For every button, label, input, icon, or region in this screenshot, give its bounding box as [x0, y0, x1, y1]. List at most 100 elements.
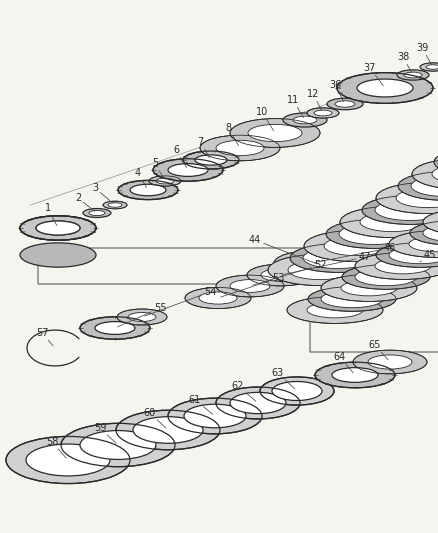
Ellipse shape	[336, 72, 432, 103]
Ellipse shape	[148, 176, 180, 186]
Text: 68: 68	[0, 532, 1, 533]
Text: 11: 11	[286, 95, 303, 118]
Ellipse shape	[230, 280, 269, 293]
Text: 12: 12	[306, 89, 321, 110]
Ellipse shape	[331, 368, 377, 382]
Ellipse shape	[302, 247, 372, 269]
Ellipse shape	[325, 220, 421, 248]
Ellipse shape	[367, 355, 411, 369]
Ellipse shape	[374, 258, 430, 274]
Ellipse shape	[128, 312, 155, 321]
Ellipse shape	[80, 431, 155, 459]
Ellipse shape	[374, 199, 438, 221]
Ellipse shape	[116, 410, 219, 450]
Ellipse shape	[168, 398, 261, 434]
Ellipse shape	[352, 350, 426, 374]
Ellipse shape	[215, 387, 299, 419]
Ellipse shape	[410, 175, 438, 197]
Ellipse shape	[306, 108, 338, 118]
Ellipse shape	[290, 256, 333, 270]
Ellipse shape	[397, 172, 438, 200]
Ellipse shape	[247, 124, 301, 142]
Text: 54: 54	[144, 287, 215, 316]
Ellipse shape	[230, 119, 319, 148]
Ellipse shape	[83, 208, 111, 217]
Ellipse shape	[341, 265, 429, 289]
Text: 58: 58	[46, 437, 66, 458]
Ellipse shape	[184, 287, 251, 309]
Ellipse shape	[183, 151, 238, 169]
Text: 66: 66	[0, 532, 1, 533]
Text: 4: 4	[134, 168, 146, 188]
Text: 44: 44	[248, 235, 317, 264]
Ellipse shape	[388, 231, 438, 257]
Ellipse shape	[422, 208, 438, 236]
Ellipse shape	[267, 254, 371, 286]
Text: 42: 42	[0, 532, 1, 533]
Text: 60: 60	[144, 408, 166, 428]
Ellipse shape	[20, 216, 96, 240]
Text: 1: 1	[45, 203, 57, 225]
Ellipse shape	[215, 140, 263, 156]
Ellipse shape	[422, 224, 438, 241]
Ellipse shape	[36, 221, 80, 235]
Ellipse shape	[375, 182, 438, 214]
Ellipse shape	[36, 221, 80, 235]
Ellipse shape	[287, 261, 351, 280]
Text: 53: 53	[220, 273, 283, 297]
Text: 36: 36	[328, 80, 343, 102]
Ellipse shape	[95, 321, 135, 334]
Ellipse shape	[431, 164, 438, 183]
Ellipse shape	[388, 246, 438, 264]
Ellipse shape	[375, 243, 438, 268]
Ellipse shape	[409, 221, 438, 245]
Ellipse shape	[419, 63, 438, 71]
Text: 63: 63	[271, 368, 294, 389]
Ellipse shape	[272, 382, 321, 400]
Text: 65: 65	[368, 340, 387, 360]
Ellipse shape	[247, 264, 314, 286]
Ellipse shape	[26, 444, 110, 476]
Text: 5: 5	[152, 158, 163, 179]
Ellipse shape	[354, 253, 438, 279]
Ellipse shape	[320, 290, 382, 308]
Ellipse shape	[340, 280, 396, 296]
Text: 8: 8	[224, 123, 238, 146]
Ellipse shape	[408, 236, 438, 252]
Text: 55: 55	[117, 303, 166, 327]
Ellipse shape	[261, 269, 300, 281]
Text: 57: 57	[35, 328, 53, 346]
Ellipse shape	[323, 237, 387, 256]
Ellipse shape	[118, 180, 177, 199]
Ellipse shape	[286, 296, 382, 324]
Ellipse shape	[168, 164, 208, 176]
Ellipse shape	[320, 274, 416, 302]
Text: 64: 64	[333, 352, 353, 373]
Ellipse shape	[290, 244, 385, 272]
Ellipse shape	[354, 268, 416, 286]
Ellipse shape	[6, 437, 130, 483]
Ellipse shape	[20, 216, 96, 240]
Ellipse shape	[283, 113, 326, 127]
Text: 38: 38	[396, 52, 411, 72]
Text: 62: 62	[231, 381, 255, 401]
Text: 41: 41	[0, 532, 1, 533]
Ellipse shape	[303, 230, 407, 262]
Text: 7: 7	[196, 137, 209, 158]
Ellipse shape	[215, 275, 283, 297]
Text: 39: 39	[415, 43, 431, 64]
Ellipse shape	[230, 392, 285, 414]
Ellipse shape	[89, 211, 105, 215]
Ellipse shape	[133, 417, 202, 443]
Text: 61: 61	[188, 395, 212, 414]
Text: 70: 70	[0, 532, 1, 533]
Ellipse shape	[403, 72, 421, 78]
Text: 3: 3	[92, 183, 113, 203]
Ellipse shape	[198, 292, 237, 304]
Ellipse shape	[273, 251, 349, 275]
Text: 59: 59	[94, 423, 116, 443]
Text: 37: 37	[363, 63, 382, 86]
Text: 10: 10	[255, 107, 273, 131]
Ellipse shape	[117, 309, 166, 325]
Ellipse shape	[80, 317, 150, 339]
